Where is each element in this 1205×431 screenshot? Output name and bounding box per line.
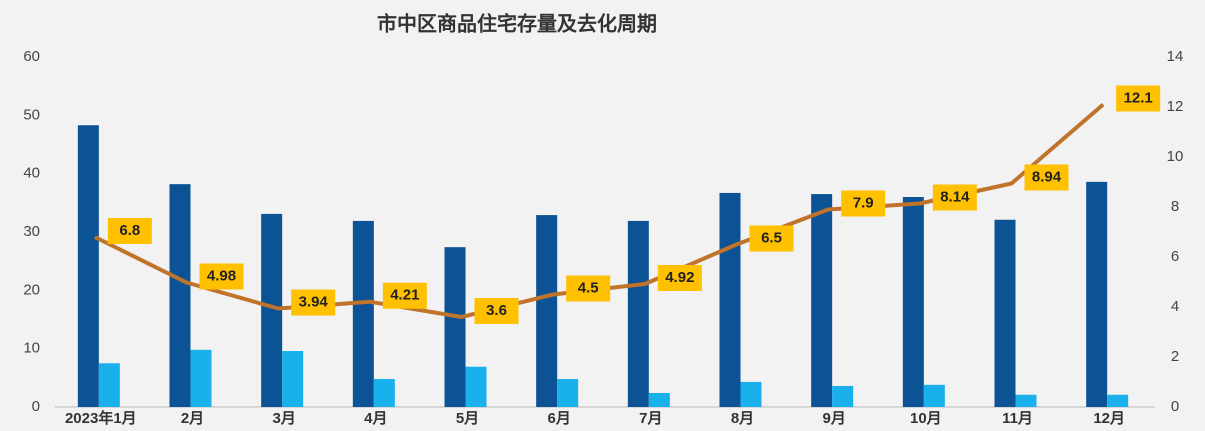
x-tick-label: 11月 xyxy=(1002,410,1033,427)
value-label-box xyxy=(1024,164,1069,191)
value-label-box xyxy=(566,275,611,302)
bar xyxy=(282,351,304,407)
y2-tick-label: 8 xyxy=(1171,198,1179,215)
value-label-box xyxy=(474,298,519,324)
value-label-box xyxy=(749,225,794,252)
value-label: 12.1 xyxy=(1124,89,1153,106)
x-tick-label: 3月 xyxy=(272,410,295,427)
bar xyxy=(1015,394,1037,407)
x-tick-label: 10月 xyxy=(910,410,942,427)
value-label-box xyxy=(107,218,152,244)
bar xyxy=(373,379,395,407)
value-label: 8.94 xyxy=(1032,168,1062,185)
bar xyxy=(557,379,579,407)
y-tick-label: 60 xyxy=(23,48,40,65)
y-tick-label: 10 xyxy=(23,340,40,357)
bar xyxy=(648,393,670,407)
value-label-box xyxy=(932,184,977,211)
bar xyxy=(994,219,1016,407)
value-label: 4.21 xyxy=(390,287,419,304)
x-tick-label: 5月 xyxy=(456,410,479,427)
bar xyxy=(169,184,191,407)
bar xyxy=(923,384,945,407)
y2-tick-label: 10 xyxy=(1167,148,1184,165)
value-label-box xyxy=(1116,85,1161,112)
bar xyxy=(1086,181,1108,407)
value-label: 4.98 xyxy=(207,267,236,284)
chart-title: 市中区商品住宅存量及去化周期 xyxy=(377,11,657,35)
y-tick-label: 40 xyxy=(23,165,40,182)
x-tick-label: 2023年1月 xyxy=(65,409,137,427)
y-tick-label: 0 xyxy=(32,398,40,415)
bar xyxy=(190,349,212,407)
y2-tick-label: 4 xyxy=(1171,298,1179,315)
value-label: 7.9 xyxy=(853,194,874,211)
y2-tick-label: 2 xyxy=(1171,348,1179,365)
bar xyxy=(627,220,649,407)
value-label: 4.92 xyxy=(665,269,694,286)
value-label: 6.8 xyxy=(119,222,140,239)
value-label-box xyxy=(382,282,427,309)
y-tick-label: 50 xyxy=(23,106,40,123)
bar xyxy=(261,213,283,407)
x-tick-label: 4月 xyxy=(364,410,387,427)
x-tick-label: 12月 xyxy=(1093,410,1125,427)
value-label: 8.14 xyxy=(940,188,970,205)
bar xyxy=(98,363,120,407)
y-tick-label: 30 xyxy=(23,223,40,240)
bar xyxy=(719,192,741,407)
bar xyxy=(902,197,924,407)
value-label: 3.6 xyxy=(486,302,507,319)
y2-tick-label: 0 xyxy=(1171,398,1179,415)
value-label-box xyxy=(291,289,336,316)
y2-tick-label: 12 xyxy=(1167,98,1184,115)
bar xyxy=(444,247,466,407)
value-label: 3.94 xyxy=(299,293,329,310)
x-tick-label: 7月 xyxy=(639,410,662,427)
bar xyxy=(536,215,558,407)
value-label-box xyxy=(199,263,244,290)
x-tick-label: 8月 xyxy=(731,410,754,427)
bar xyxy=(832,386,854,407)
y-tick-label: 20 xyxy=(23,281,40,298)
bar xyxy=(352,220,374,407)
bar xyxy=(740,381,762,407)
x-tick-label: 9月 xyxy=(822,410,845,427)
bar xyxy=(1107,394,1129,407)
x-tick-label: 2月 xyxy=(181,410,204,427)
value-label: 6.5 xyxy=(761,229,782,246)
y2-tick-label: 6 xyxy=(1171,248,1179,265)
y2-tick-label: 14 xyxy=(1167,48,1184,65)
bar xyxy=(811,194,833,407)
x-tick-label: 6月 xyxy=(547,410,570,427)
value-label: 4.5 xyxy=(578,279,599,296)
bar xyxy=(465,366,487,407)
value-label-box xyxy=(657,265,702,291)
value-label-box xyxy=(841,190,886,217)
bar xyxy=(77,125,99,407)
